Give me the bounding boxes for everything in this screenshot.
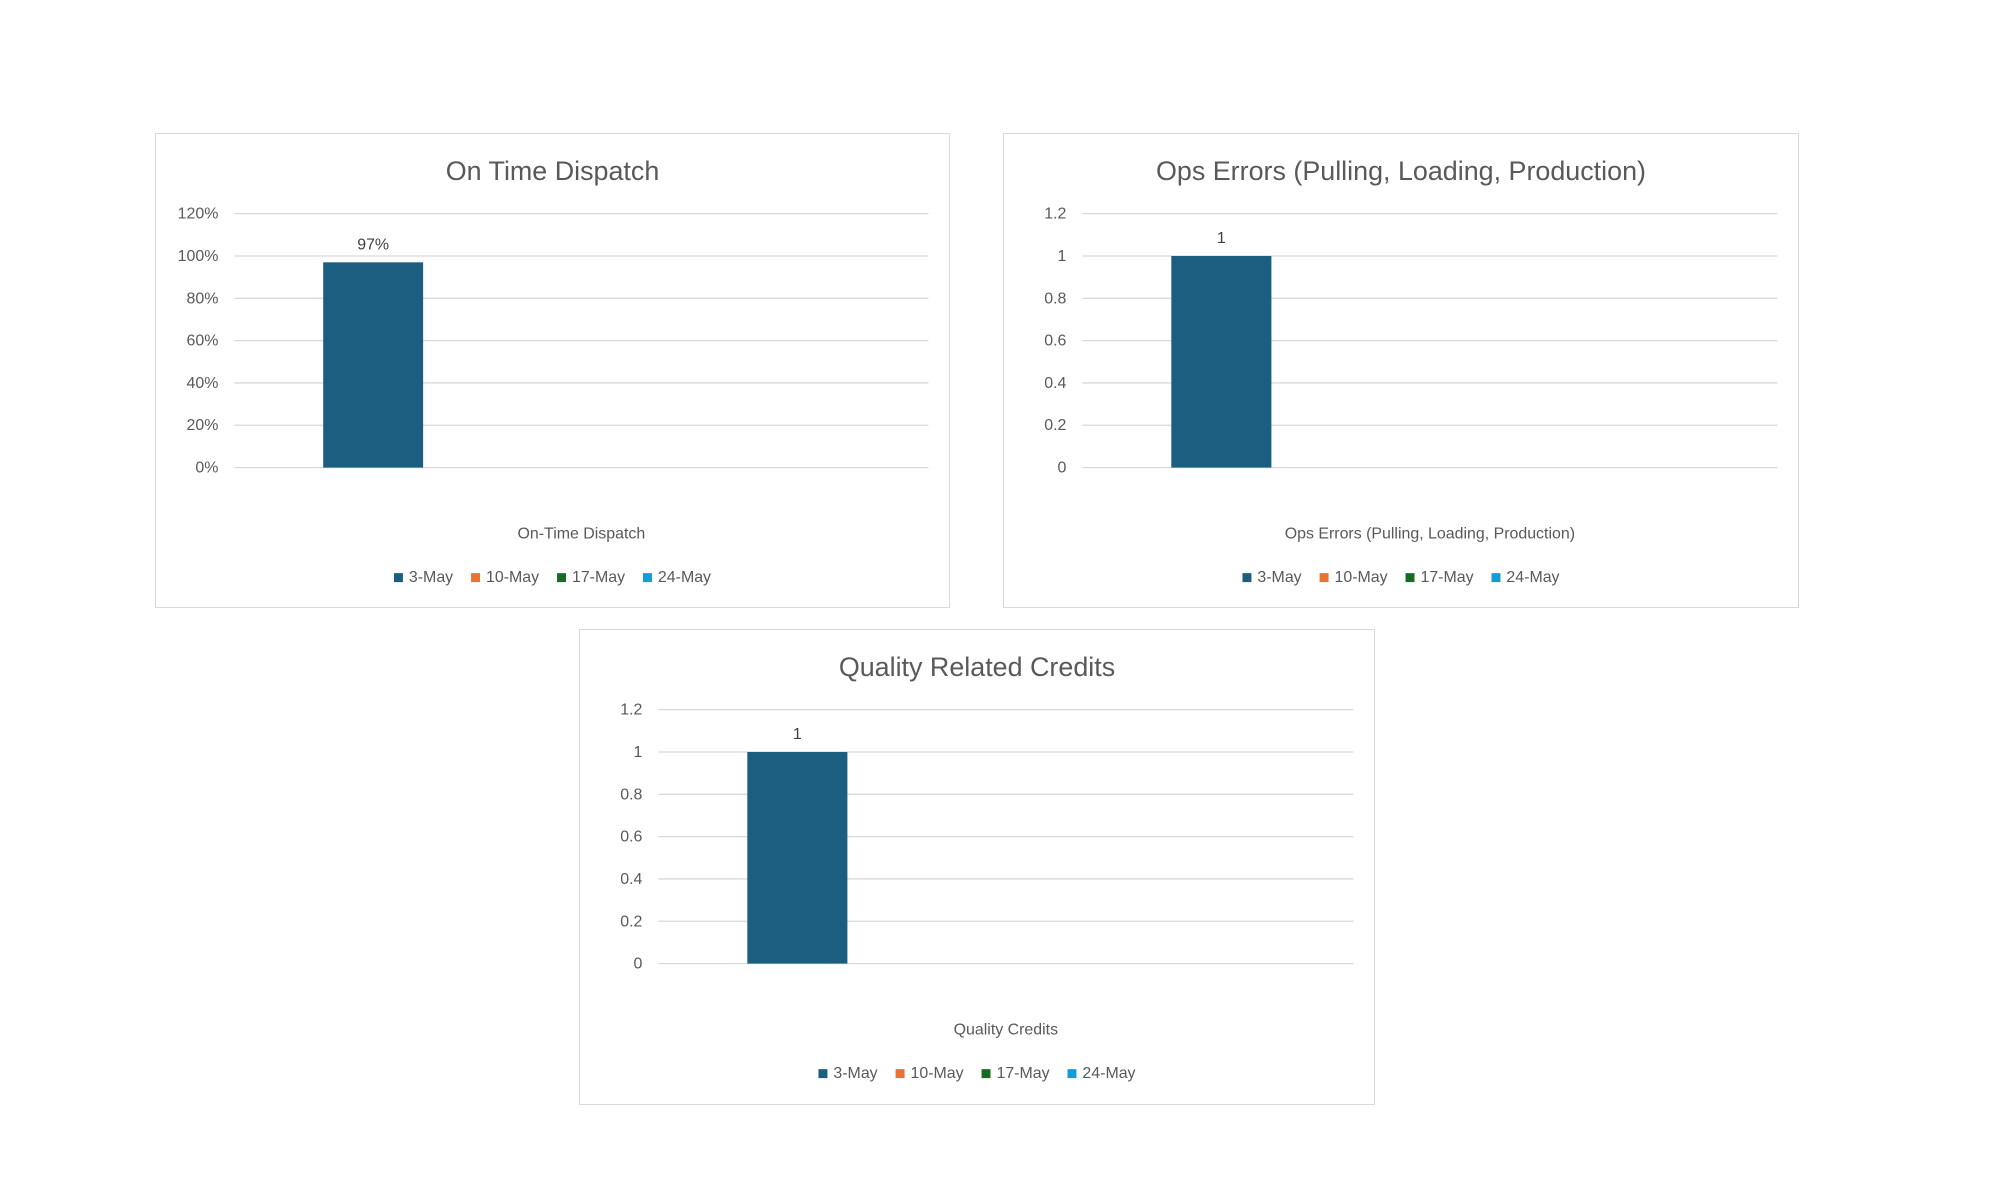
bar-3-May <box>1171 255 1272 468</box>
chart-title: Ops Errors (Pulling, Loading, Production… <box>1156 156 1646 186</box>
legend-swatch <box>642 573 652 583</box>
legend-swatch <box>1067 1069 1077 1079</box>
bar-3-May <box>747 751 848 964</box>
y-tick-label: 0.2 <box>620 913 642 930</box>
legend-label: 24-May <box>1082 1065 1135 1082</box>
data-label: 1 <box>1217 230 1226 247</box>
legend: 3-May 10-May 17-May 24-May <box>1242 569 1560 586</box>
chart-canvas: Quality Related Credits 0 0.2 0.4 0.6 0.8 1 1.2… <box>620 652 1354 1082</box>
legend-swatch <box>1491 573 1501 583</box>
y-tick-label: 40% <box>187 375 219 392</box>
y-tick-label: 0.8 <box>620 786 642 803</box>
y-tick-label: 1.2 <box>1044 206 1066 223</box>
legend-swatch <box>818 1069 828 1079</box>
y-tick-label: 0.8 <box>1044 290 1066 307</box>
legend: 3-May 10-May 17-May 24-May <box>818 1065 1136 1082</box>
y-tick-label: 0.4 <box>620 871 642 888</box>
y-tick-label: 60% <box>187 333 219 350</box>
legend-label: 3-May <box>833 1065 877 1082</box>
legend-label: 10-May <box>1335 569 1388 586</box>
data-label: 97% <box>357 236 389 253</box>
y-tick-label: 20% <box>187 417 219 434</box>
y-tick-label: 1 <box>1058 248 1067 265</box>
legend-label: 10-May <box>486 569 539 586</box>
x-category-label: Ops Errors (Pulling, Loading, Production… <box>1285 525 1575 542</box>
chart-ops-errors: Ops Errors (Pulling, Loading, Production… <box>1003 133 1799 608</box>
legend-label: 17-May <box>996 1065 1049 1082</box>
legend-swatch <box>895 1069 905 1079</box>
legend-swatch <box>981 1069 991 1079</box>
x-category-label: Quality Credits <box>954 1021 1058 1038</box>
legend-label: 17-May <box>1420 569 1473 586</box>
chart-on-time-dispatch: On Time Dispatch 0% 20% 40% 60% 80% 100% 120% 97… <box>155 133 950 608</box>
y-tick-label: 0.6 <box>1044 333 1066 350</box>
legend-swatch <box>471 573 481 583</box>
legend-swatch <box>393 573 403 583</box>
legend-swatch <box>1405 573 1415 583</box>
chart-quality-credits: Quality Related Credits 0 0.2 0.4 0.6 0.8 1 1.2… <box>579 629 1375 1105</box>
y-tick-label: 1.2 <box>620 702 642 719</box>
y-tick-label: 80% <box>187 290 219 307</box>
y-tick-label: 1 <box>634 744 643 761</box>
legend-label: 24-May <box>658 569 711 586</box>
legend: 3-May 10-May 17-May 24-May <box>393 569 711 586</box>
y-tick-label: 120% <box>178 206 219 223</box>
y-tick-label: 0 <box>634 956 643 973</box>
legend-label: 3-May <box>409 569 453 586</box>
legend-swatch <box>1319 573 1329 583</box>
legend-label: 24-May <box>1506 569 1559 586</box>
y-tick-label: 0.2 <box>1044 417 1066 434</box>
y-tick-label: 0 <box>1058 460 1067 477</box>
legend-swatch <box>557 573 567 583</box>
data-label: 1 <box>793 726 802 743</box>
chart-title: Quality Related Credits <box>839 652 1115 682</box>
x-category-label: On-Time Dispatch <box>518 525 646 542</box>
bar-3-May <box>323 262 424 468</box>
y-tick-label: 0% <box>195 460 218 477</box>
chart-canvas: Ops Errors (Pulling, Loading, Production… <box>1044 156 1778 586</box>
chart-canvas: On Time Dispatch 0% 20% 40% 60% 80% 100% 120% 97… <box>178 156 929 586</box>
chart-title: On Time Dispatch <box>446 156 660 186</box>
legend-label: 17-May <box>572 569 625 586</box>
legend-label: 10-May <box>911 1065 964 1082</box>
y-tick-label: 0.6 <box>620 829 642 846</box>
y-tick-label: 0.4 <box>1044 375 1066 392</box>
y-tick-label: 100% <box>178 248 219 265</box>
legend-label: 3-May <box>1257 569 1301 586</box>
legend-swatch <box>1242 573 1252 583</box>
